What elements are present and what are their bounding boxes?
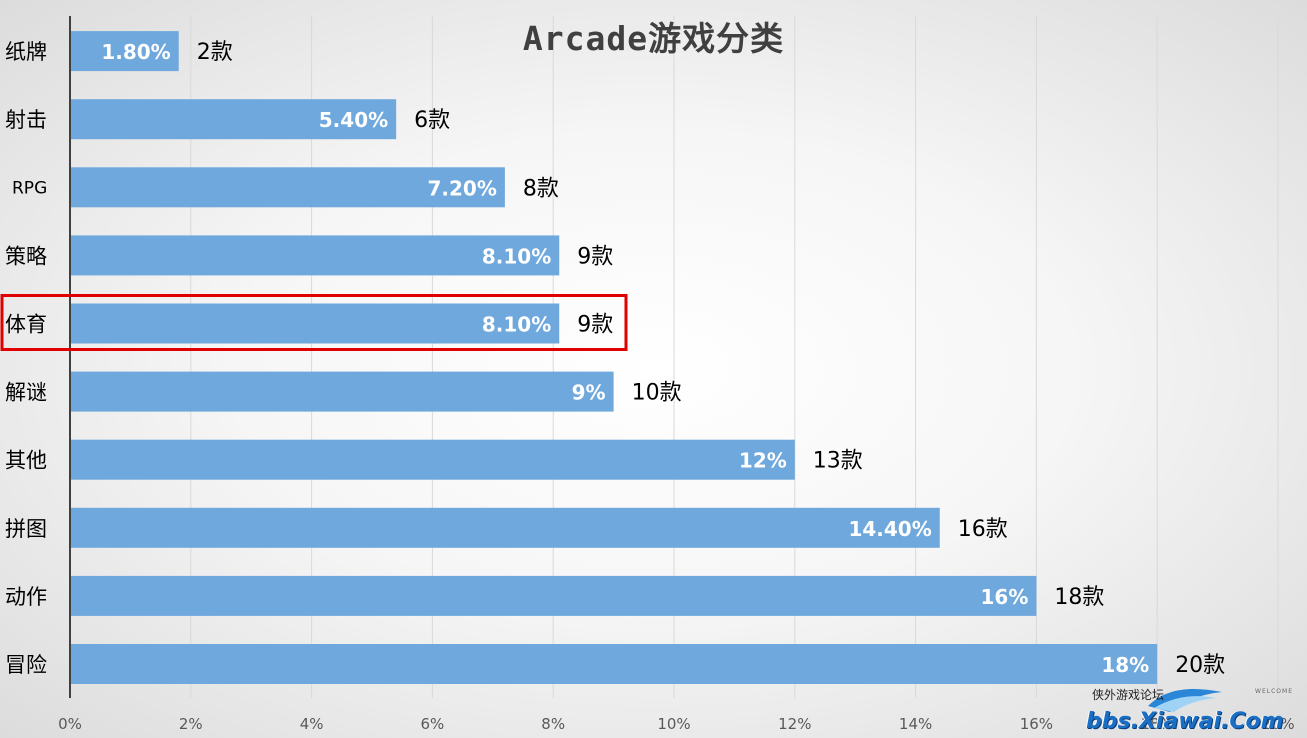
bar [71, 235, 560, 276]
category-label: 其他 [5, 449, 47, 473]
percent-data-label: 14.40% [848, 517, 931, 541]
percent-data-label: 7.20% [427, 176, 496, 200]
percent-data-label: 5.40% [319, 108, 388, 132]
x-tick-label: 18% [1141, 715, 1174, 733]
chart-title: Arcade游戏分类 [522, 19, 785, 58]
category-label: 冒险 [5, 653, 47, 677]
bar [71, 644, 1158, 684]
x-tick-label: 2% [179, 715, 203, 733]
category-label: 射击 [5, 108, 47, 132]
highlight-box [0, 294, 628, 351]
count-data-label: 2款 [197, 40, 233, 65]
count-data-label: 20款 [1175, 653, 1225, 678]
bar [71, 303, 560, 344]
watermark-cn: 侠外游戏论坛 [1092, 688, 1165, 702]
x-tick-label: 12% [778, 715, 811, 733]
bar [71, 167, 505, 208]
category-label: 拼图 [5, 517, 47, 541]
percent-data-label: 18% [1101, 653, 1149, 677]
category-label: 解谜 [5, 381, 47, 405]
category-label: RPG [12, 178, 47, 198]
category-label: 纸牌 [5, 40, 47, 64]
count-data-label: 18款 [1054, 585, 1104, 610]
category-label: 策略 [5, 244, 47, 268]
bar [71, 31, 179, 72]
count-data-label: 9款 [577, 244, 613, 269]
bar [71, 439, 795, 480]
bar [71, 371, 614, 412]
category-label: 体育 [5, 313, 47, 337]
bar [71, 507, 940, 548]
bars: 冒险 18% 20款 动作 16% 18款 拼图 14.40% 16款 其他 12% 13款 解谜 9% 1… [0, 31, 1225, 684]
x-tick-label: 6% [421, 715, 445, 733]
bar [71, 99, 397, 140]
count-data-label: 6款 [414, 108, 450, 133]
count-data-label: 10款 [632, 381, 682, 406]
x-tick-label: 16% [1020, 715, 1053, 733]
x-tick-label: 14% [899, 715, 932, 733]
watermark-logo: 侠外游戏论坛 WELCOME bbs.Xiawai.Com [1086, 684, 1301, 734]
bar [71, 575, 1037, 616]
watermark-welcome: WELCOME [1255, 688, 1293, 695]
x-tick-label: 0% [58, 715, 82, 733]
count-data-label: 9款 [577, 313, 613, 338]
x-tick-label: 10% [657, 715, 690, 733]
count-data-label: 16款 [958, 517, 1008, 542]
x-tick-label: 8% [541, 715, 565, 733]
percent-data-label: 9% [572, 381, 606, 405]
percent-data-label: 1.80% [101, 40, 170, 64]
wave-icon [1148, 688, 1222, 712]
x-axis-ticks: 0% 2% 4% 6% 8% 10% 12% 14% 16% 18% 20% [58, 715, 1295, 733]
category-label: 动作 [5, 585, 47, 609]
count-data-label: 8款 [523, 176, 559, 201]
percent-data-label: 16% [981, 585, 1029, 609]
count-data-label: 13款 [813, 449, 863, 474]
percent-data-label: 8.10% [482, 244, 551, 268]
percent-data-label: 8.10% [482, 313, 551, 337]
x-tick-label: 20% [1261, 715, 1294, 733]
watermark-url: bbs.Xiawai.Com [1086, 709, 1284, 734]
percent-data-label: 12% [739, 449, 787, 473]
x-tick-label: 4% [300, 715, 324, 733]
